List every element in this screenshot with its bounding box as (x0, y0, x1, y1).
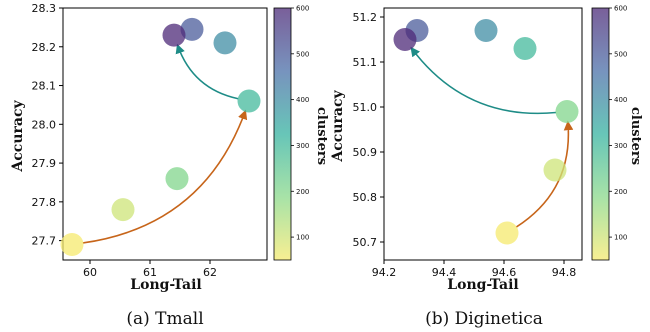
colorbar-ticks: 100 200 300 400 500 600 (609, 5, 627, 242)
colorbar-tick-label: 500 (614, 50, 627, 58)
y-tick-label: 27.8 (32, 196, 57, 209)
y-tick-label: 51.1 (353, 56, 378, 69)
colorbar-tick-label: 200 (296, 188, 309, 196)
colorbar-tick-label: 600 (296, 5, 309, 13)
y-tick-label: 51.2 (353, 11, 378, 24)
colorbar-label: clusters (314, 107, 329, 165)
y-tick-label: 28.0 (32, 118, 57, 131)
y-tick-label: 50.8 (353, 191, 378, 204)
colorbar-tick-label: 100 (296, 234, 309, 242)
y-axis-label: Accuracy (10, 100, 26, 173)
x-tick-label: 94.8 (552, 266, 577, 279)
x-axis-label: Long-Tail (130, 277, 201, 293)
arrow-up (82, 109, 248, 244)
arrow-back (410, 46, 557, 115)
data-point (393, 28, 417, 51)
y-tick-label: 50.9 (353, 146, 378, 159)
data-point (162, 23, 186, 47)
colorbar-tick-label: 100 (614, 234, 627, 242)
y-tick-label: 51.0 (353, 101, 378, 114)
colorbar (591, 7, 610, 261)
data-point (165, 167, 189, 191)
x-tick-label: 61 (143, 266, 157, 279)
data-point (513, 37, 537, 60)
colorbar-tick-label: 400 (296, 96, 309, 104)
x-tick-label: 94.6 (492, 266, 517, 279)
data-point (213, 31, 237, 55)
data-point (555, 100, 579, 123)
x-tick-label: 62 (203, 266, 217, 279)
arrow-back (175, 43, 239, 100)
colorbar-ticks: 100 200 300 400 500 600 (291, 5, 309, 242)
data-points (393, 19, 579, 245)
colorbar-tick-label: 500 (296, 50, 309, 58)
chart-tmall: Accuracy 60 61 62 27.7 27.8 27.9 28.0 28.1 28.2 2… (10, 2, 329, 329)
data-point (180, 17, 204, 41)
data-points (60, 17, 261, 256)
colorbar-tick-label: 300 (296, 142, 309, 150)
colorbar-tick-label: 200 (614, 188, 627, 196)
arrow-up (515, 120, 574, 228)
y-tick-label: 50.7 (353, 236, 378, 249)
arrows (82, 43, 248, 244)
axis-ticks: 60 61 62 27.7 27.8 27.9 28.0 28.1 28.2 28.3 (32, 2, 218, 279)
x-tick-label: 94.2 (372, 266, 397, 279)
axis-ticks: 94.2 94.4 94.6 94.8 50.7 50.8 50.9 51.0 51.1 51.2 (353, 11, 577, 279)
x-tick-label: 94.4 (432, 266, 457, 279)
colorbar-label: clusters (628, 107, 643, 165)
caption: (a) Tmall (126, 309, 203, 329)
chart-diginetica: Accuracy 94.2 94.4 94.6 94.8 50.7 50.8 50.9 51.… (330, 5, 643, 330)
x-tick-label: 60 (83, 266, 97, 279)
y-axis-label: Accuracy (330, 90, 346, 163)
caption: (b) Diginetica (425, 309, 543, 329)
arrows (410, 46, 574, 228)
y-tick-label: 28.2 (32, 41, 57, 54)
data-point (60, 232, 84, 256)
colorbar-tick-label: 300 (614, 142, 627, 150)
data-point (543, 158, 567, 182)
x-axis-label: Long-Tail (447, 277, 518, 293)
colorbar (273, 7, 292, 261)
plot-area (62, 7, 268, 261)
data-point (237, 89, 261, 113)
y-tick-label: 27.9 (32, 157, 57, 170)
y-tick-label: 27.7 (32, 235, 57, 248)
colorbar-tick-label: 400 (614, 96, 627, 104)
y-tick-label: 28.3 (32, 2, 57, 15)
data-point (111, 198, 135, 222)
colorbar-tick-label: 600 (614, 5, 627, 13)
y-tick-label: 28.1 (32, 80, 57, 93)
data-point (474, 19, 498, 42)
plot-area (383, 7, 583, 261)
data-point (495, 221, 519, 245)
